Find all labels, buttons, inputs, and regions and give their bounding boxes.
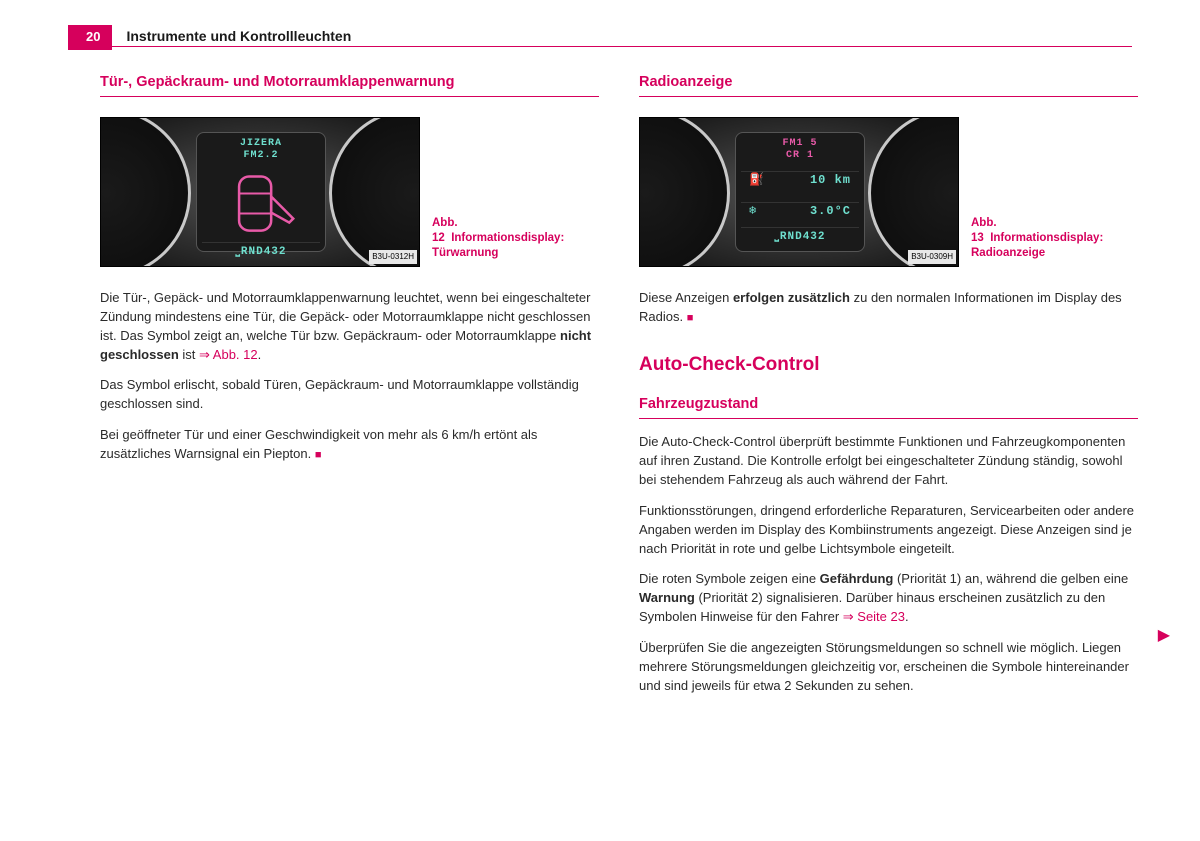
paragraph: Das Symbol erlischt, sobald Türen, Gepäc… [100,376,599,414]
section-title-door-warning: Tür-, Gepäckraum- und Motorraumklappenwa… [100,72,599,97]
paragraph: Die Tür-, Gepäck- und Motorraumklappenwa… [100,289,599,364]
display-radio-text: FM1 5 CR 1 [782,138,817,162]
reference-link: ⇒ Abb. 12 [199,347,258,362]
car-door-open-icon [211,165,311,242]
content-columns: Tür-, Gepäckraum- und Motorraumklappenwa… [100,72,1138,707]
text: ist [179,347,199,362]
figure-code: B3U-0309H [908,250,956,264]
gauge-right-icon [329,117,420,267]
display-radio-text: JIZERA FM2.2 [240,138,282,162]
header-rule [68,46,1132,47]
end-marker-icon: ■ [687,312,694,324]
figure-12-image: JIZERA FM2.2 ⎵RND432 B3U-0312H [100,117,420,267]
display-line2: FM2.2 [243,150,278,161]
snowflake-icon: ❄ [749,203,757,220]
reference-link: ⇒ Seite 23 [843,609,905,624]
display-info-rows: ⛽ 10 km ❄ 3.0°C [741,165,859,227]
paragraph: Bei geöffneter Tür und einer Geschwindig… [100,426,599,464]
paragraph: Diese Anzeigen erfolgen zusätzlich zu de… [639,289,1138,327]
center-display: FM1 5 CR 1 ⛽ 10 km ❄ 3.0°C ⎵RND432 [735,132,865,252]
text: Die roten Symbole zeigen eine [639,571,820,586]
paragraph: Funktionsstörungen, dringend erforderlic… [639,502,1138,559]
text: Die Tür-, Gepäck- und Motorraumklappenwa… [100,290,590,343]
fuel-icon: ⛽ [749,172,765,189]
gauge-left-icon [100,117,191,267]
gauge-left-icon [639,117,730,267]
main-title-auto-check: Auto-Check-Control [639,351,1138,379]
figure-code: B3U-0312H [369,250,417,264]
paragraph: Überprüfen Sie die angezeigten Störungsm… [639,639,1138,696]
end-marker-icon: ■ [315,449,322,461]
figure-12-block: JIZERA FM2.2 ⎵RND432 B3U-0312H [100,117,599,267]
paragraph: Die roten Symbole zeigen eine Gefährdung… [639,570,1138,627]
display-line1: FM1 5 [782,138,817,149]
temp-value: 3.0°C [810,203,851,220]
sub-title-fahrzeugzustand: Fahrzeugzustand [639,394,1138,419]
figure-12-caption: Abb. 12 Informationsdisplay: Türwarnung [432,216,582,261]
bold-text: Warnung [639,590,695,605]
section-title-radio: Radioanzeige [639,72,1138,97]
paragraph: Die Auto-Check-Control überprüft bestimm… [639,433,1138,490]
center-display: JIZERA FM2.2 ⎵RND432 [196,132,326,252]
bold-text: Gefährdung [820,571,894,586]
fig-text: Informationsdisplay: Radioanzeige [971,232,1103,259]
figure-13-image: FM1 5 CR 1 ⛽ 10 km ❄ 3.0°C ⎵RND432 [639,117,959,267]
display-line2: CR 1 [786,150,814,161]
temperature-row: ❄ 3.0°C [741,202,859,220]
display-line1: JIZERA [240,138,282,149]
range-value: 10 km [810,172,851,189]
text: . [258,347,262,362]
fig-text: Informationsdisplay: Türwarnung [432,232,564,259]
right-column: Radioanzeige FM1 5 CR 1 ⛽ 10 km [639,72,1138,707]
continue-arrow-icon: ▶ [1158,624,1170,647]
text: (Priorität 1) an, während die gelben ein… [893,571,1128,586]
bold-text: erfolgen zusätzlich [733,290,850,305]
gauge-right-icon [868,117,959,267]
fuel-range-row: ⛽ 10 km [741,171,859,189]
figure-13-block: FM1 5 CR 1 ⛽ 10 km ❄ 3.0°C ⎵RND432 [639,117,1138,267]
figure-13-caption: Abb. 13 Informationsdisplay: Radioanzeig… [971,216,1121,261]
text: Diese Anzeigen [639,290,733,305]
text: . [905,609,909,624]
left-column: Tür-, Gepäckraum- und Motorraumklappenwa… [100,72,599,707]
display-gear-text: ⎵RND432 [741,227,859,246]
display-gear-text: ⎵RND432 [202,242,320,261]
